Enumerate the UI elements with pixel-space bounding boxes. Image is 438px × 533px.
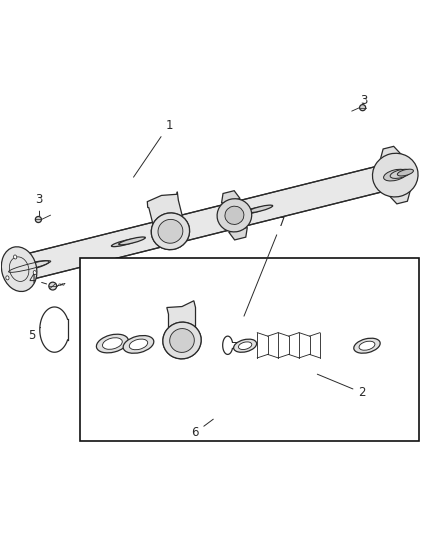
Ellipse shape (111, 239, 138, 247)
FancyBboxPatch shape (80, 258, 419, 441)
Ellipse shape (225, 206, 244, 224)
Ellipse shape (360, 104, 366, 111)
Ellipse shape (102, 338, 122, 349)
Ellipse shape (390, 169, 410, 179)
Polygon shape (27, 163, 399, 279)
Ellipse shape (151, 213, 190, 249)
Polygon shape (389, 190, 410, 204)
Ellipse shape (158, 220, 183, 243)
Ellipse shape (163, 322, 201, 359)
Ellipse shape (123, 336, 154, 353)
Polygon shape (147, 192, 187, 240)
Text: 5: 5 (28, 327, 41, 342)
Text: 3: 3 (35, 192, 43, 216)
Ellipse shape (163, 322, 201, 359)
Text: 2: 2 (317, 374, 366, 399)
Text: 3: 3 (360, 94, 368, 107)
Polygon shape (229, 228, 247, 240)
Ellipse shape (397, 169, 413, 176)
Ellipse shape (35, 216, 42, 223)
Ellipse shape (372, 154, 418, 197)
Ellipse shape (213, 409, 220, 416)
Ellipse shape (10, 261, 49, 272)
Ellipse shape (151, 213, 190, 249)
Ellipse shape (170, 328, 194, 352)
Text: 4: 4 (29, 273, 46, 286)
Ellipse shape (247, 205, 273, 213)
Ellipse shape (238, 342, 252, 350)
Ellipse shape (49, 282, 57, 290)
Text: 1: 1 (134, 118, 173, 177)
Polygon shape (222, 191, 240, 203)
Polygon shape (167, 301, 195, 349)
Ellipse shape (384, 169, 407, 181)
Ellipse shape (158, 220, 183, 243)
Ellipse shape (217, 199, 252, 232)
Text: 7: 7 (244, 216, 285, 316)
Ellipse shape (240, 207, 265, 215)
Ellipse shape (33, 271, 36, 274)
Ellipse shape (233, 339, 257, 352)
Ellipse shape (359, 341, 375, 350)
Ellipse shape (170, 328, 194, 352)
Ellipse shape (14, 255, 17, 259)
Ellipse shape (119, 237, 145, 245)
Ellipse shape (6, 276, 9, 280)
Polygon shape (380, 147, 401, 160)
Text: 6: 6 (191, 419, 213, 439)
Ellipse shape (354, 338, 380, 353)
Ellipse shape (96, 334, 128, 353)
Ellipse shape (129, 339, 148, 350)
Ellipse shape (1, 247, 37, 292)
